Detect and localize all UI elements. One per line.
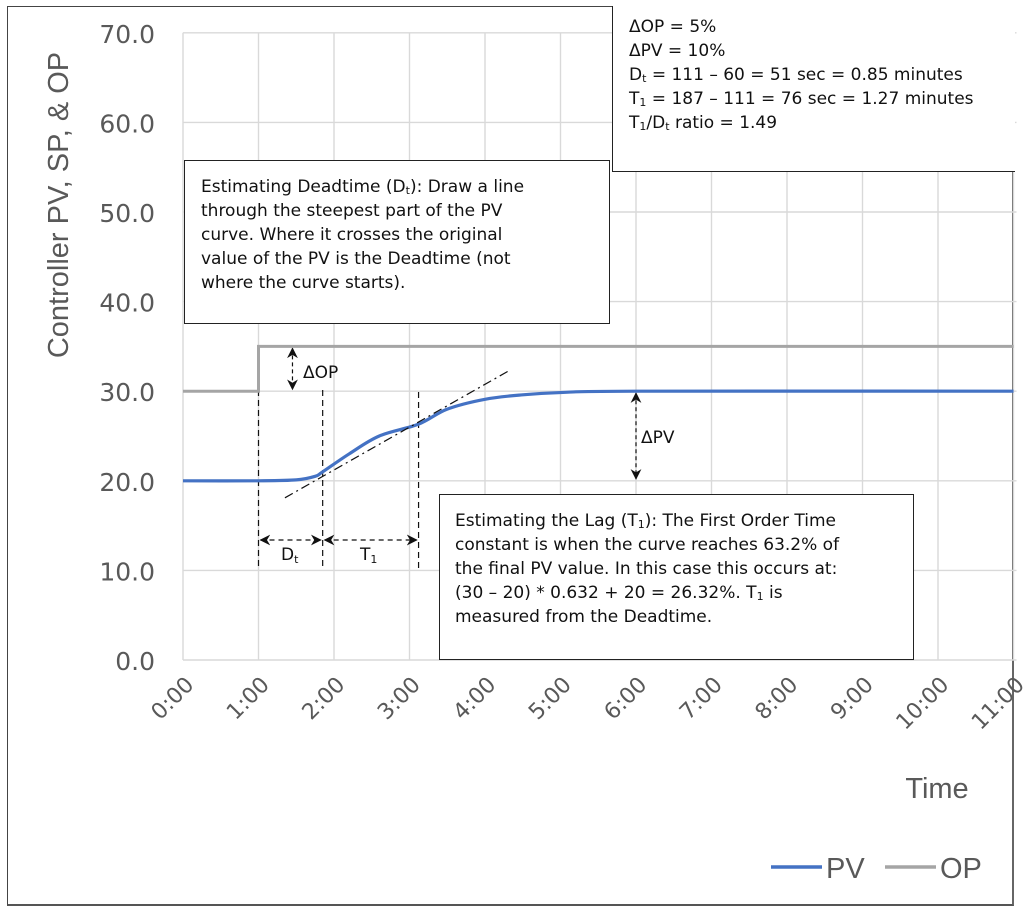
delta-op-label: ΔOP — [303, 363, 338, 383]
summary-line: T1 = 187 – 111 = 76 sec = 1.27 minutes — [629, 89, 974, 109]
y-tick-label: 60.0 — [99, 109, 155, 138]
legend: PV OP — [771, 853, 982, 885]
y-tick-label: 10.0 — [99, 557, 155, 586]
summary-line: ΔOP = 5% — [629, 17, 717, 37]
dt-label: Dt — [281, 545, 299, 566]
tangent-line — [284, 370, 508, 499]
op-series-line — [183, 344, 1014, 393]
legend-op-label: OP — [940, 853, 982, 885]
x-tick-label: 11:00 — [967, 673, 1024, 736]
y-axis-ticks: 0.0 10.0 20.0 30.0 40.0 50.0 60.0 70.0 — [99, 20, 155, 676]
summary-line: ΔPV = 10% — [629, 41, 726, 61]
lag-explanation-box: Estimating the Lag (T1): The First Order… — [439, 494, 914, 660]
x-tick-label: 10:00 — [892, 673, 955, 736]
x-tick-label: 6:00 — [600, 673, 653, 726]
x-tick-label: 4:00 — [449, 673, 502, 726]
y-tick-label: 50.0 — [99, 199, 155, 228]
x-tick-label: 5:00 — [524, 673, 577, 726]
x-tick-label: 1:00 — [222, 673, 275, 726]
x-axis-title: Time — [905, 773, 968, 805]
y-tick-label: 20.0 — [99, 468, 155, 497]
summary-box: ΔOP = 5% ΔPV = 10% Dt = 111 – 60 = 51 se… — [612, 6, 1015, 172]
legend-pv-label: PV — [826, 853, 865, 885]
y-tick-label: 40.0 — [99, 289, 155, 318]
x-tick-label: 9:00 — [826, 673, 879, 726]
delta-pv-label: ΔPV — [641, 428, 675, 448]
y-tick-label: 30.0 — [99, 378, 155, 407]
x-tick-label: 2:00 — [298, 673, 351, 726]
y-tick-label: 70.0 — [99, 20, 155, 49]
x-tick-label: 7:00 — [675, 673, 728, 726]
annotation-guides — [257, 347, 642, 568]
summary-line: Dt = 111 – 60 = 51 sec = 0.85 minutes — [629, 65, 963, 85]
x-tick-label: 3:00 — [373, 673, 426, 726]
deadtime-explanation-box: Estimating Deadtime (Dt): Draw a line th… — [184, 160, 610, 324]
summary-line: T1/Dt ratio = 1.49 — [629, 113, 778, 133]
x-tick-label: 8:00 — [751, 673, 804, 726]
y-axis-title: Controller PV, SP, & OP — [43, 52, 75, 358]
x-tick-label: 0:00 — [147, 673, 200, 726]
x-axis-ticks: 0:00 1:00 2:00 3:00 4:00 5:00 6:00 7:00 8:00 9:00… — [147, 673, 1024, 736]
pv-series-line — [182, 389, 1014, 483]
t1-label: T1 — [359, 545, 377, 566]
y-tick-label: 0.0 — [115, 647, 155, 676]
